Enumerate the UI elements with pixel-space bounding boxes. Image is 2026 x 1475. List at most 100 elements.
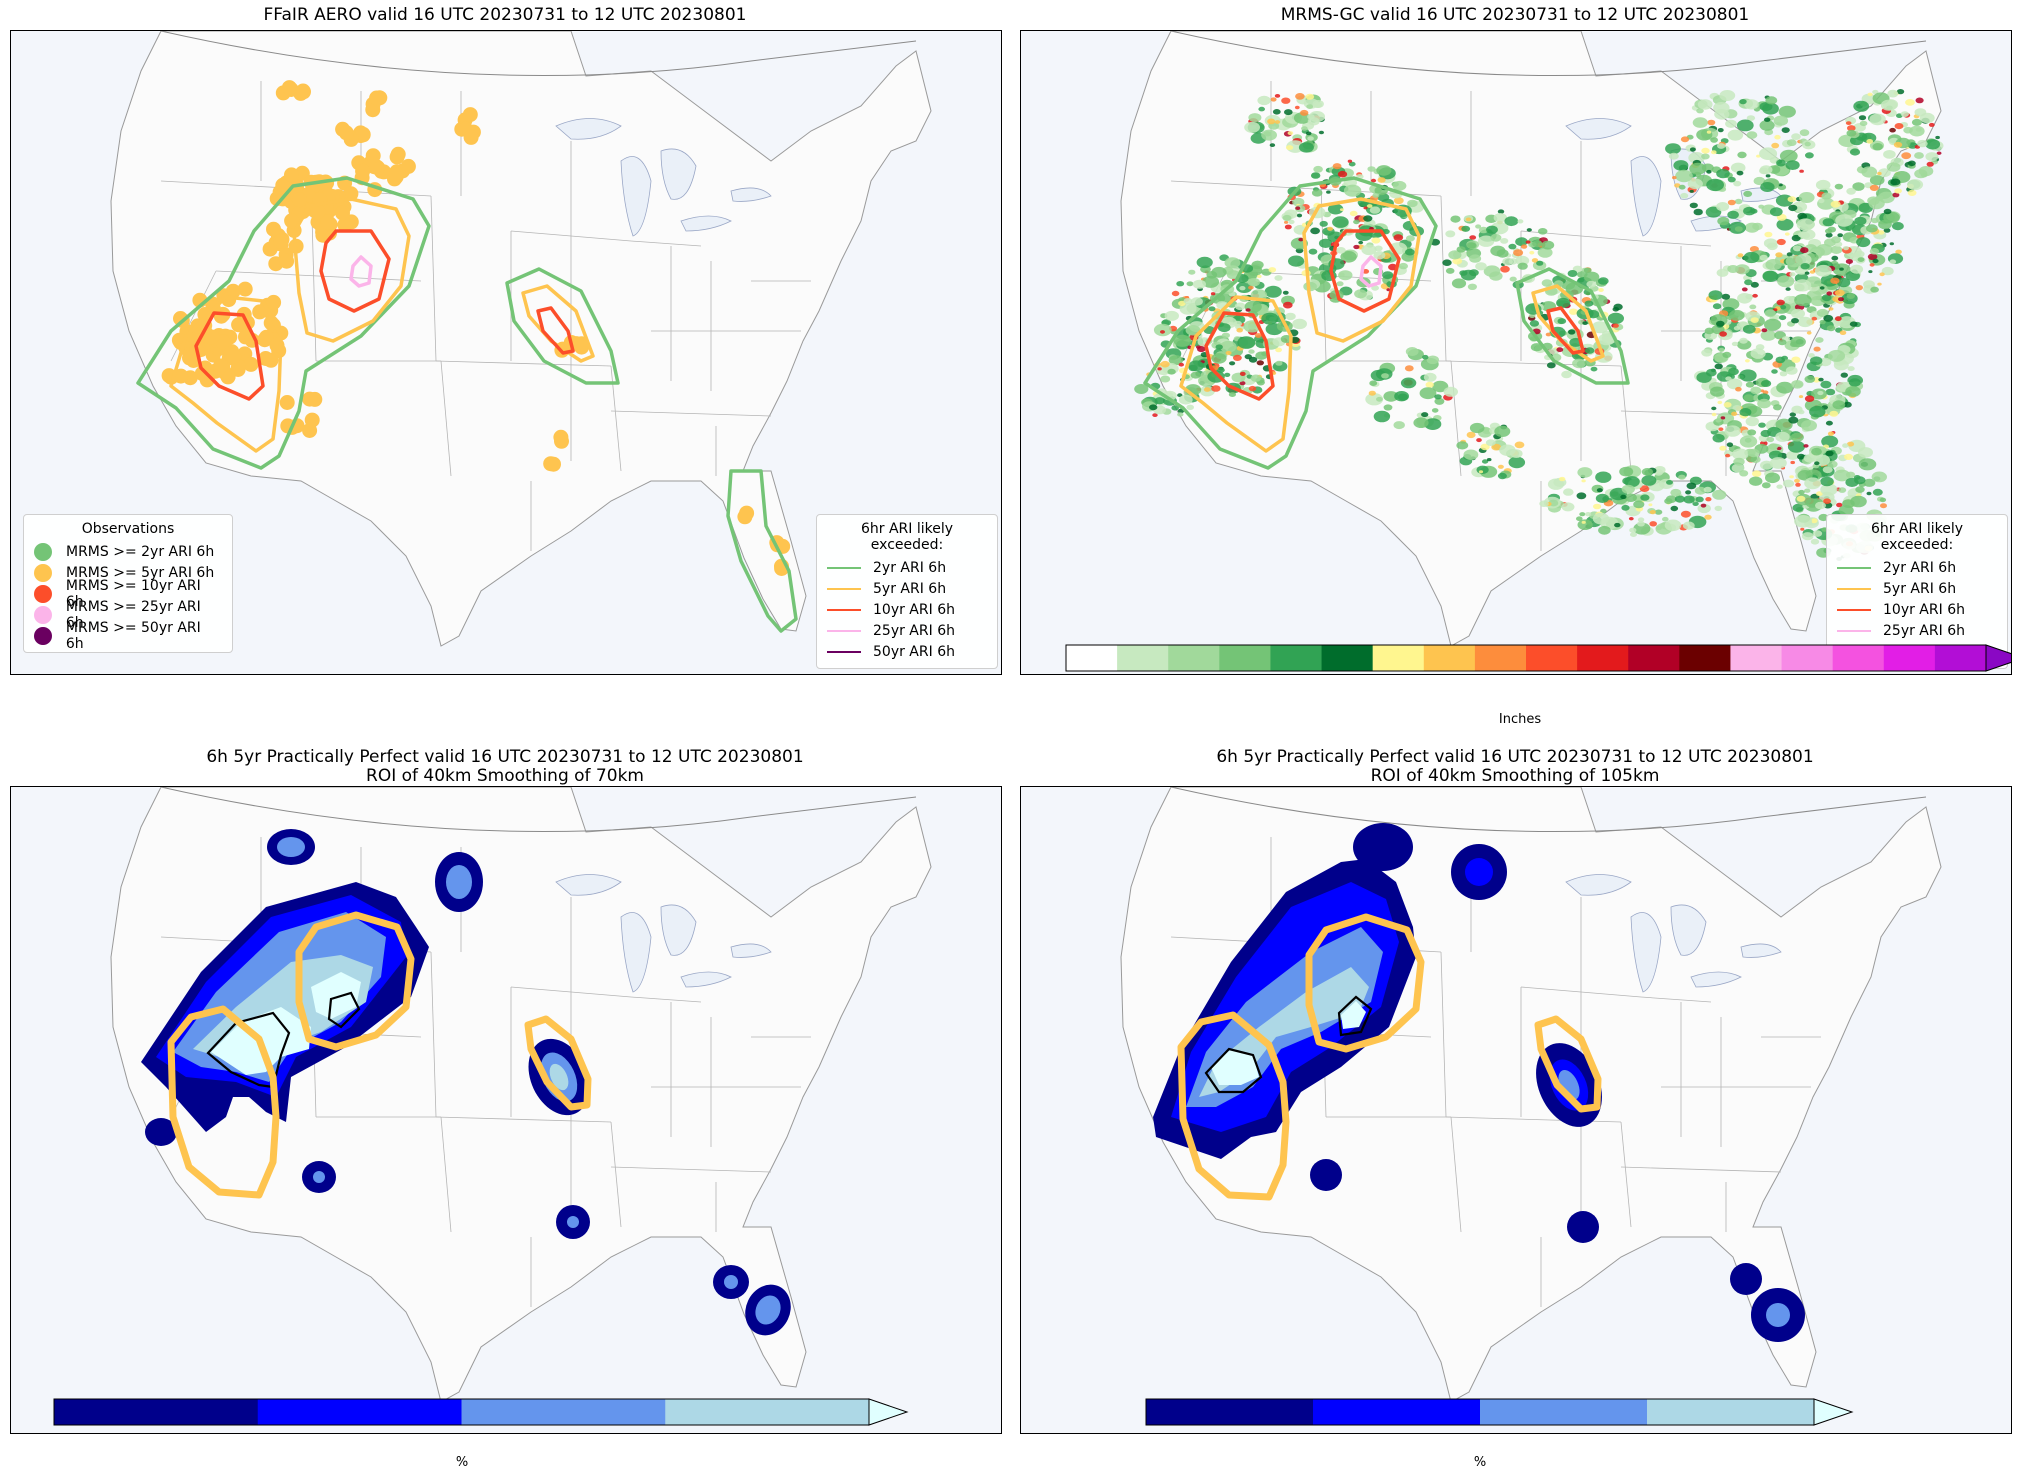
- ari-legend-label: 5yr ARI 6h: [1883, 580, 1957, 597]
- precip-cell: [1529, 250, 1535, 255]
- map-panel-ffair: Observations MRMS >= 2yr ARI 6h MRMS >= 5…: [10, 30, 1002, 675]
- precip-cell: [1824, 238, 1836, 247]
- precip-cell: [1692, 501, 1699, 506]
- precip-cell: [1838, 505, 1854, 516]
- precip-cell: [1782, 479, 1795, 488]
- ffair-5yr-outline: [1177, 913, 1602, 1201]
- precip-cell: [1275, 360, 1283, 366]
- obs-dot: [463, 129, 479, 145]
- obs-dot: [304, 412, 320, 428]
- precip-cell: [1907, 160, 1916, 167]
- precip-cell: [1467, 283, 1477, 290]
- precip-cell: [1284, 220, 1289, 224]
- colorbar-segment: [1628, 645, 1680, 671]
- precip-cell: [1785, 160, 1800, 171]
- precip-cell: [1883, 211, 1900, 224]
- precip-cell: [1892, 222, 1904, 231]
- colorbar-segment: [1832, 645, 1885, 671]
- precip-cell: [1895, 249, 1902, 255]
- precip-cell: [1883, 150, 1896, 159]
- precip-cell: [1372, 193, 1380, 198]
- precip-cell: [1478, 226, 1489, 234]
- precip-cell: [1590, 366, 1598, 372]
- precip-cell: [1712, 433, 1725, 443]
- precip-cell: [1274, 94, 1281, 98]
- prob-blob-florida-north: [1730, 1263, 1762, 1295]
- precip-cell: [1878, 168, 1891, 178]
- precip-cell: [1917, 139, 1928, 148]
- precip-cell: [1383, 404, 1393, 411]
- obs-dot: [337, 217, 353, 233]
- precip-cell: [1736, 170, 1744, 176]
- precip-cell: [1285, 312, 1296, 321]
- precip-cell: [1248, 285, 1254, 290]
- precip-cell: [1733, 180, 1742, 187]
- precip-cell: [1547, 478, 1565, 490]
- precip-cell: [1327, 226, 1334, 231]
- precip-cell: [1367, 166, 1376, 172]
- precip-cell: [1752, 470, 1762, 478]
- precip-cell: [1811, 447, 1822, 456]
- precip-cell: [1850, 135, 1864, 146]
- basemap: [11, 787, 1001, 1433]
- precip-cell: [1664, 519, 1682, 532]
- obs-dot: [197, 307, 213, 322]
- precip-cell: [1765, 472, 1780, 484]
- precip-cell: [1211, 353, 1227, 364]
- precip-cell: [1858, 447, 1873, 458]
- ari-legend-item: 5yr ARI 6h: [827, 578, 987, 599]
- precip-cell: [1771, 142, 1780, 149]
- obs-dot: [355, 127, 371, 143]
- precip-cell: [1725, 376, 1732, 381]
- precip-cell: [1783, 295, 1795, 304]
- ari-legend-ffair: 6hr ARI likely exceeded: 2yr ARI 6h 5yr A…: [816, 514, 998, 669]
- precip-cell: [1662, 516, 1669, 522]
- legend-line-icon: [827, 650, 861, 653]
- precip-cell: [1788, 204, 1798, 212]
- precip-cell: [1393, 234, 1404, 242]
- precip-cell: [1307, 136, 1314, 141]
- precip-cell: [1733, 457, 1745, 466]
- precip-cell: [1725, 453, 1731, 458]
- contour-5yr-southwest: [169, 295, 283, 453]
- precip-cell: [1792, 503, 1804, 512]
- panel-title-mrms: MRMS-GC valid 16 UTC 20230731 to 12 UTC …: [1280, 5, 1750, 25]
- precip-cell: [1678, 184, 1686, 190]
- precip-cell: [1481, 459, 1489, 464]
- precip-cell: [1872, 258, 1879, 264]
- precip-cell: [1171, 405, 1179, 411]
- precip-cell: [1393, 197, 1404, 205]
- precip-cell: [1786, 450, 1800, 460]
- precip-cell: [1734, 264, 1750, 275]
- precip-cell: [1925, 139, 1941, 150]
- precip-cell: [1872, 143, 1883, 151]
- precip-cell: [1211, 385, 1221, 392]
- contour-2yr-west: [1143, 176, 1438, 470]
- precip-cell: [1711, 150, 1717, 155]
- precip-cell: [1717, 143, 1726, 149]
- colorbar-segment: [1679, 645, 1731, 671]
- precip-cell: [1734, 198, 1743, 205]
- precip-cell: [1445, 267, 1455, 274]
- precip-cell: [1856, 237, 1871, 248]
- precip-cell: [1800, 527, 1805, 531]
- precip-cell: [1675, 169, 1693, 183]
- precip-cell: [1583, 271, 1600, 283]
- precip-cell: [1633, 522, 1651, 535]
- precip-cell: [1911, 118, 1922, 126]
- precip-cell: [1799, 169, 1804, 173]
- precip-cell: [1881, 266, 1894, 276]
- precip-cell: [1727, 199, 1736, 206]
- precip-cell: [1848, 378, 1861, 387]
- precip-cell: [1305, 93, 1315, 100]
- precip-cell: [1298, 142, 1314, 153]
- precip-cell: [1715, 417, 1722, 423]
- precip-cell: [1869, 263, 1875, 267]
- precip-cell: [1815, 179, 1831, 191]
- precip-cell: [1776, 159, 1786, 167]
- precip-cell: [1177, 412, 1184, 417]
- precip-cell: [1706, 130, 1712, 134]
- precip-cell: [1178, 394, 1193, 405]
- precip-cell: [1248, 349, 1255, 354]
- precip-cell: [1889, 242, 1894, 246]
